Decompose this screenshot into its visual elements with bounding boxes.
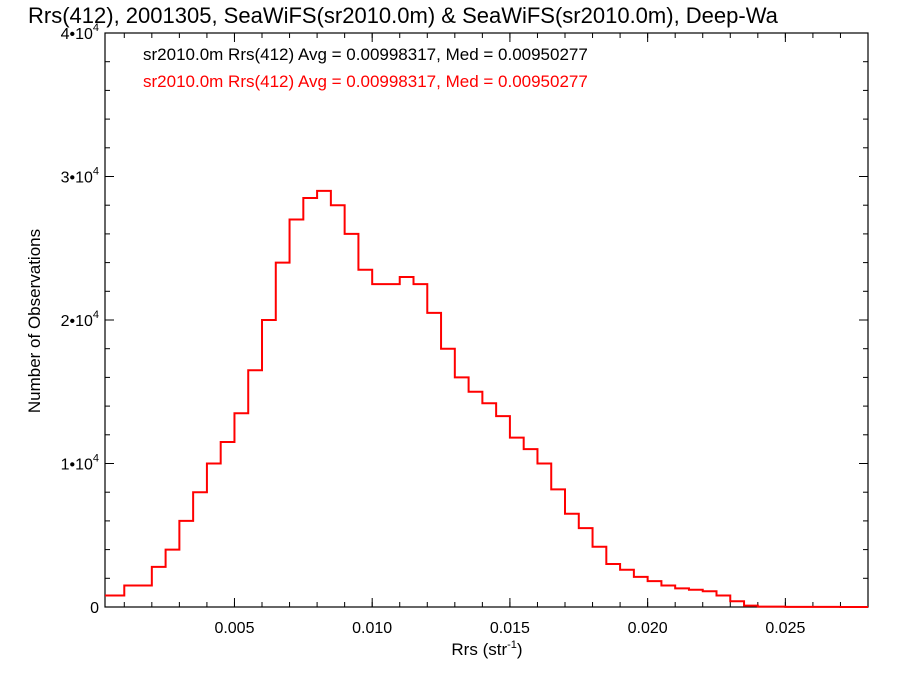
y-tick-label-exponent: 4 [93,309,99,321]
y-axis-label: Number of Observations [25,229,44,413]
legend-entry: sr2010.0m Rrs(412) Avg = 0.00998317, Med… [143,72,588,91]
y-tick-label: 4•104 [61,22,99,43]
x-axis-label: Rrs (str-1) [451,639,522,659]
axis-ticks [105,32,869,608]
y-tick-label-exponent: 4 [93,22,99,34]
y-tick-label: 0 [90,600,99,617]
histogram-series-line [105,189,868,608]
y-tick-label-base: 2•10 [61,313,93,330]
y-tick-label: 3•104 [61,166,99,187]
y-tick-label: 2•104 [61,309,99,330]
y-tick-label-exponent: 4 [93,453,99,465]
plot-border [104,32,869,608]
legend-entry: sr2010.0m Rrs(412) Avg = 0.00998317, Med… [143,45,588,64]
chart-title: Rrs(412), 2001305, SeaWiFS(sr2010.0m) & … [28,3,779,28]
y-tick-label-base: 4•10 [61,26,93,43]
x-tick-label: 0.010 [352,620,392,637]
y-tick-label-exponent: 4 [93,166,99,178]
x-tick-label: 0.025 [765,620,805,637]
y-tick-label-base: 3•10 [61,170,93,187]
y-tick-label-base: 1•10 [61,457,93,474]
legend: sr2010.0m Rrs(412) Avg = 0.00998317, Med… [143,45,588,91]
series-layer [105,189,868,608]
y-tick-label: 1•104 [61,453,99,474]
x-tick-labels: 0.005 0.010 0.015 0.020 0.025 [214,620,805,637]
x-axis-label-base: Rrs (str [451,640,507,659]
x-axis-label-close: ) [517,640,523,659]
x-tick-label: 0.020 [628,620,668,637]
x-tick-label: 0.015 [490,620,530,637]
x-tick-label: 0.005 [214,620,254,637]
x-axis-label-exponent: -1 [507,639,517,651]
plot-frame [104,32,869,608]
